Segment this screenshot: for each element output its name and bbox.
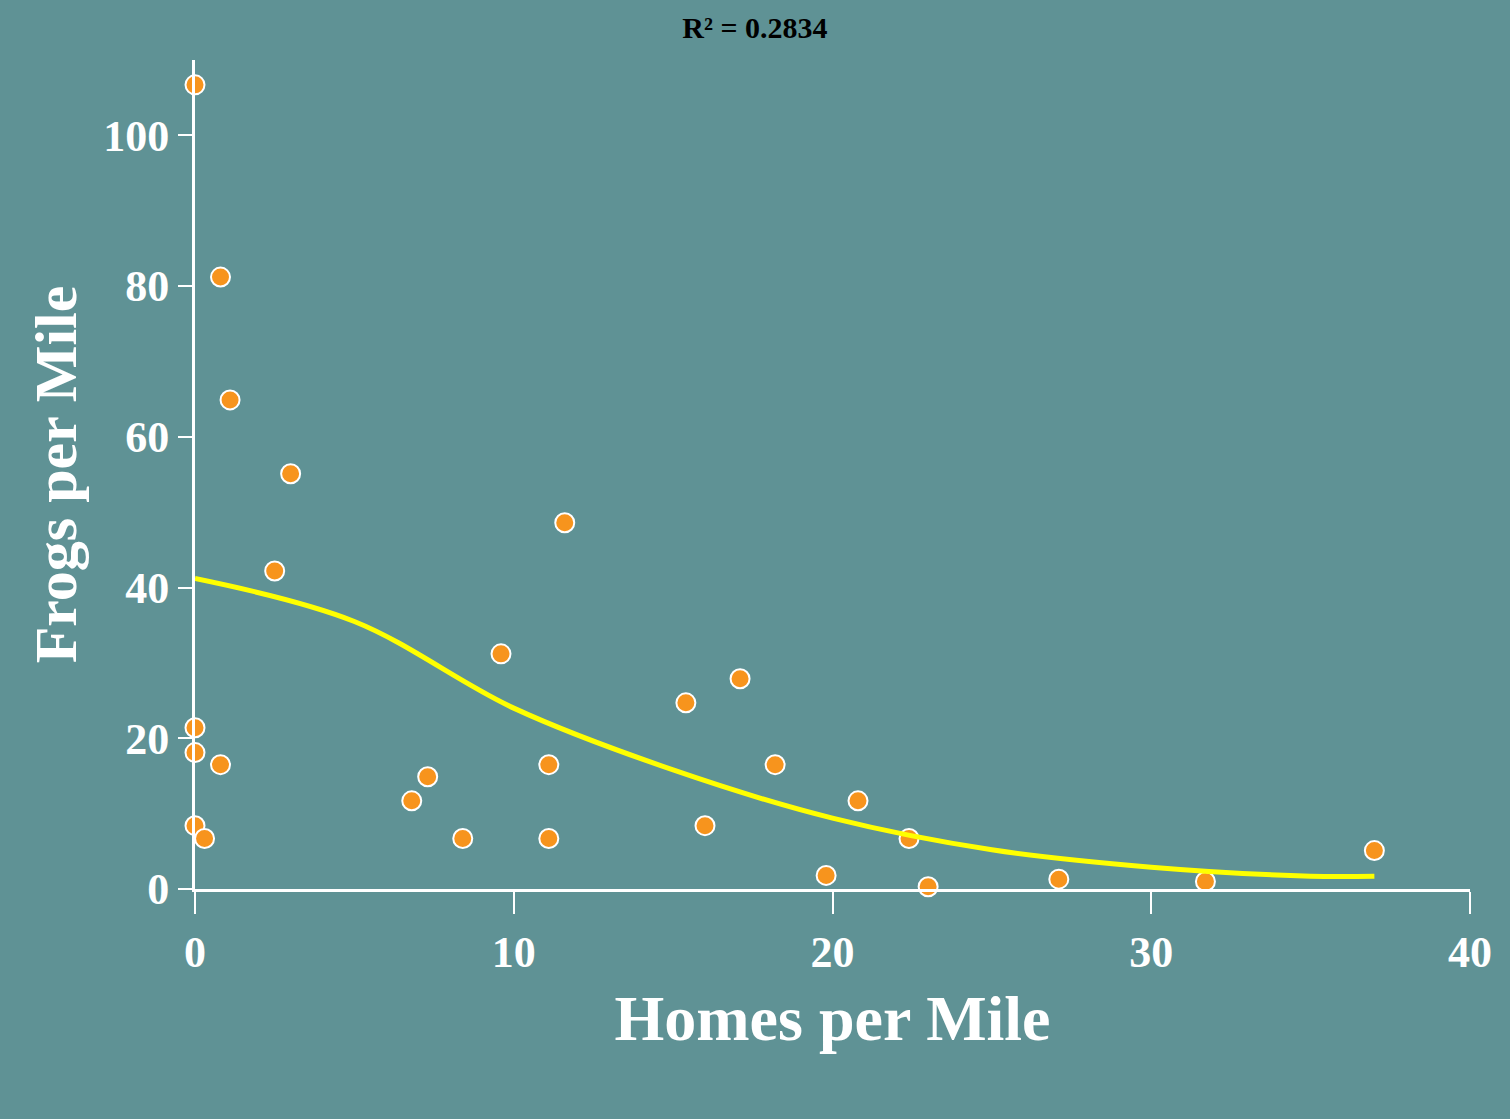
svg-text:30: 30 [1129,928,1173,977]
svg-text:10: 10 [492,928,536,977]
svg-text:0: 0 [147,865,169,914]
svg-text:40: 40 [1448,928,1492,977]
svg-text:0: 0 [184,928,206,977]
svg-text:20: 20 [125,715,169,764]
svg-text:R² = 0.2834: R² = 0.2834 [682,11,827,44]
svg-text:40: 40 [125,564,169,613]
svg-text:Homes per Mile: Homes per Mile [614,983,1050,1054]
svg-text:20: 20 [811,928,855,977]
svg-text:Frogs per Mile: Frogs per Mile [23,286,89,664]
svg-text:60: 60 [125,413,169,462]
svg-text:100: 100 [103,112,169,161]
svg-text:80: 80 [125,262,169,311]
